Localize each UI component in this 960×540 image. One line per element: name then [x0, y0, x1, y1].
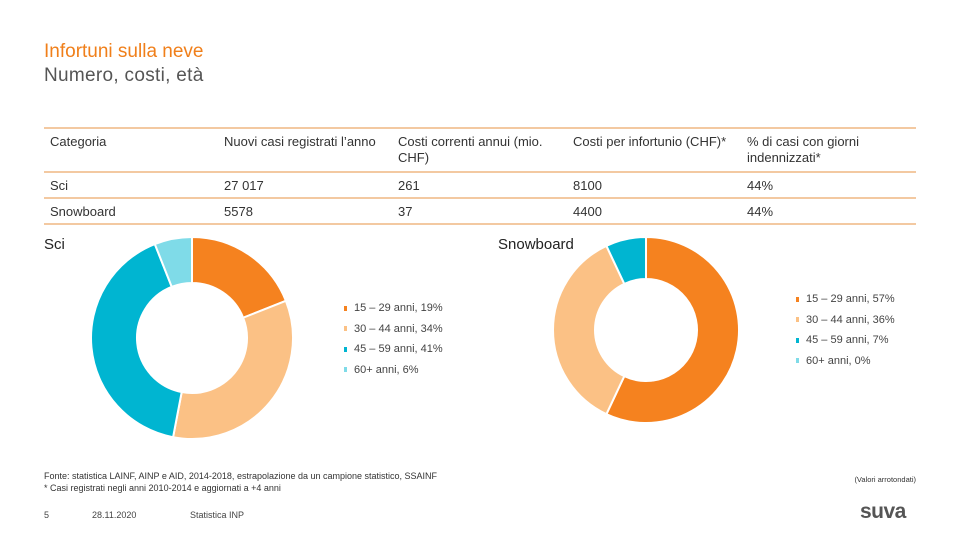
legend-swatch: [344, 367, 347, 373]
table-cell: 5578: [218, 198, 392, 225]
footnote: Fonte: statistica LAINF, AINP e AID, 201…: [44, 470, 437, 494]
legend-label: 60+ anni, 6%: [354, 363, 419, 376]
sci-legend-item: 30 – 44 anni, 34%: [344, 319, 443, 340]
table-cell: 37: [392, 198, 567, 225]
table-row: Snowboard 5578 37 4400 44%: [44, 198, 916, 225]
table-cell: 8100: [567, 172, 741, 199]
sci-legend-item: 15 – 29 anni, 19%: [344, 298, 443, 319]
legend-swatch: [344, 326, 347, 332]
table-cell: Snowboard: [44, 198, 218, 225]
legend-label: 30 – 44 anni, 36%: [806, 313, 895, 326]
snowboard-legend-item: 60+ anni, 0%: [796, 351, 895, 372]
source-note: Fonte: statistica LAINF, AINP e AID, 201…: [44, 471, 438, 481]
sci-legend-item: 60+ anni, 6%: [344, 360, 443, 381]
rounded-values-note: (Valori arrotondati): [854, 475, 916, 484]
legend-swatch: [796, 317, 799, 323]
table-cell: 44%: [741, 172, 916, 199]
column-header: Nuovi casi registrati l’anno: [218, 127, 392, 173]
donut-slice-4: [153, 236, 193, 289]
snowboard-legend-item: 45 – 59 anni, 7%: [796, 330, 895, 351]
footer-label: Statistica INP: [190, 510, 245, 520]
sci-legend: 15 – 29 anni, 19% 30 – 44 anni, 34% 45 – 5…: [344, 298, 443, 380]
footer-date: 28.11.2020: [92, 510, 137, 520]
legend-label: 30 – 44 anni, 34%: [354, 322, 443, 335]
sci-chart-title: Sci: [44, 236, 65, 253]
column-header: Costi correnti annui (mio. CHF): [392, 127, 567, 173]
legend-swatch: [796, 358, 799, 364]
page-title-block: Infortuni sulla neve Numero, costi, età: [44, 40, 204, 88]
snowboard-legend: 15 – 29 anni, 57% 30 – 44 anni, 36% 45 – 5…: [796, 289, 895, 371]
column-header: Categoria: [44, 127, 218, 173]
legend-swatch: [344, 305, 347, 311]
legend-swatch: [796, 337, 799, 343]
sci-legend-item: 45 – 59 anni, 41%: [344, 339, 443, 360]
legend-swatch: [796, 296, 799, 302]
table-cell: Sci: [44, 172, 218, 199]
column-header: % di casi con giorni indennizzati*: [741, 127, 916, 173]
legend-label: 15 – 29 anni, 57%: [806, 293, 895, 306]
column-header: Costi per infortunio (CHF)*: [567, 127, 741, 173]
snowboard-donut-chart: [552, 236, 740, 424]
table-header-row: Categoria Nuovi casi registrati l’anno C…: [44, 127, 916, 173]
legend-label: 45 – 59 anni, 41%: [354, 343, 443, 356]
donut-slice-2: [171, 299, 294, 440]
donut-slice-3: [605, 236, 647, 286]
snowboard-legend-item: 15 – 29 anni, 57%: [796, 289, 895, 310]
donut-slice-3: [90, 242, 183, 439]
page-number: 5: [44, 510, 50, 520]
table-row: Sci 27 017 261 8100 44%: [44, 172, 916, 199]
legend-swatch: [344, 346, 347, 352]
table-cell: 27 017: [218, 172, 392, 199]
legend-label: 45 – 59 anni, 7%: [806, 334, 889, 347]
suva-logo: suva: [860, 500, 906, 523]
sci-donut-chart: [90, 236, 294, 440]
snowboard-legend-item: 30 – 44 anni, 36%: [796, 310, 895, 331]
asterisk-note: * Casi registrati negli anni 2010-2014 e…: [44, 483, 281, 493]
snowboard-chart-title: Snowboard: [498, 236, 574, 253]
legend-label: 15 – 29 anni, 19%: [354, 302, 443, 315]
page-subtitle: Numero, costi, età: [44, 65, 204, 86]
page-title: Infortuni sulla neve: [44, 41, 204, 62]
table-cell: 4400: [567, 198, 741, 225]
table-cell: 261: [392, 172, 567, 199]
legend-label: 60+ anni, 0%: [806, 354, 871, 367]
donut-slice-2: [552, 244, 626, 416]
donut-slice-1: [605, 236, 740, 424]
data-table: Categoria Nuovi casi registrati l’anno C…: [44, 127, 916, 225]
table-cell: 44%: [741, 198, 916, 225]
